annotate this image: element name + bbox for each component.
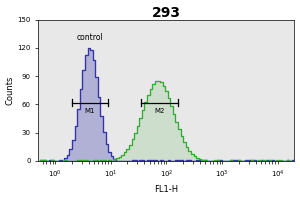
Text: M1: M1 bbox=[85, 108, 95, 114]
X-axis label: FL1-H: FL1-H bbox=[154, 185, 178, 194]
Text: control: control bbox=[76, 33, 103, 42]
Title: 293: 293 bbox=[152, 6, 181, 20]
Text: M2: M2 bbox=[154, 108, 165, 114]
Y-axis label: Counts: Counts bbox=[6, 76, 15, 105]
